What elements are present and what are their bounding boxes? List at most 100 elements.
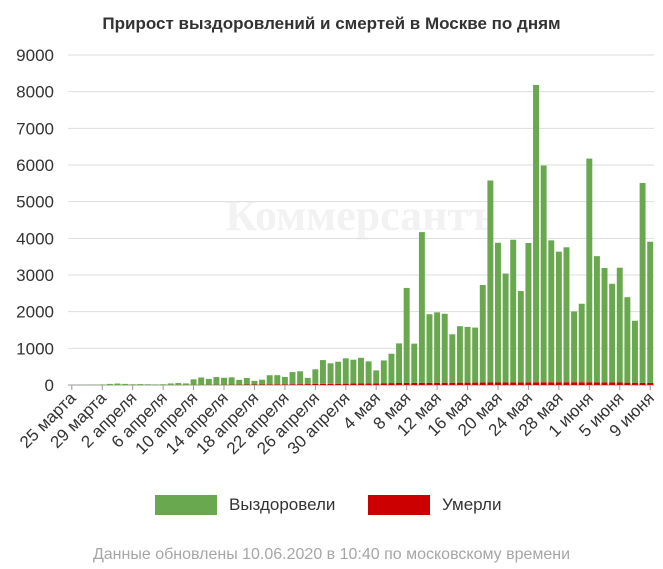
bar-recovered[interactable] <box>510 239 517 383</box>
bar-deaths[interactable] <box>593 382 600 385</box>
bar-recovered[interactable] <box>396 343 403 383</box>
bar-deaths[interactable] <box>456 382 463 385</box>
bar-recovered[interactable] <box>152 384 159 385</box>
bar-deaths[interactable] <box>624 382 631 385</box>
bar-recovered[interactable] <box>281 376 288 385</box>
bar-recovered[interactable] <box>160 384 167 385</box>
bar-recovered[interactable] <box>456 326 463 383</box>
bar-recovered[interactable] <box>403 287 410 383</box>
bar-recovered[interactable] <box>563 247 570 383</box>
bar-recovered[interactable] <box>616 267 623 383</box>
bar-recovered[interactable] <box>525 242 532 383</box>
bar-deaths[interactable] <box>601 382 608 385</box>
bar-recovered[interactable] <box>342 358 349 384</box>
bar-deaths[interactable] <box>548 382 555 385</box>
bar-deaths[interactable] <box>479 382 486 385</box>
bar-deaths[interactable] <box>616 382 623 385</box>
bar-deaths[interactable] <box>259 384 266 385</box>
bar-recovered[interactable] <box>426 314 433 383</box>
bar-recovered[interactable] <box>479 285 486 383</box>
legend-item-recovered[interactable]: Выздоровели <box>155 492 335 518</box>
bar-recovered[interactable] <box>624 297 631 383</box>
bar-deaths[interactable] <box>647 382 654 385</box>
bar-deaths[interactable] <box>639 382 646 385</box>
bar-deaths[interactable] <box>578 382 585 385</box>
bar-recovered[interactable] <box>601 267 608 383</box>
bar-deaths[interactable] <box>563 382 570 385</box>
bar-recovered[interactable] <box>350 359 357 384</box>
bar-deaths[interactable] <box>464 382 471 385</box>
bar-deaths[interactable] <box>411 382 418 385</box>
bar-deaths[interactable] <box>502 382 509 385</box>
bar-deaths[interactable] <box>380 383 387 385</box>
bar-deaths[interactable] <box>304 384 311 385</box>
bar-recovered[interactable] <box>533 84 540 383</box>
bar-recovered[interactable] <box>495 242 501 383</box>
bar-deaths[interactable] <box>449 382 456 385</box>
bar-recovered[interactable] <box>106 383 113 385</box>
bar-recovered[interactable] <box>418 232 425 383</box>
bar-deaths[interactable] <box>426 382 433 385</box>
bar-deaths[interactable] <box>525 382 532 385</box>
bar-deaths[interactable] <box>510 382 517 385</box>
bar-deaths[interactable] <box>472 382 479 385</box>
bar-recovered[interactable] <box>571 311 578 383</box>
bar-recovered[interactable] <box>236 379 243 385</box>
bar-deaths[interactable] <box>632 382 638 385</box>
bar-deaths[interactable] <box>342 383 349 385</box>
bar-recovered[interactable] <box>327 363 334 384</box>
bar-recovered[interactable] <box>122 383 129 385</box>
bar-recovered[interactable] <box>175 383 182 385</box>
bar-recovered[interactable] <box>586 158 593 383</box>
bar-recovered[interactable] <box>259 379 266 385</box>
legend-item-deaths[interactable]: Умерли <box>368 492 501 518</box>
bar-recovered[interactable] <box>449 334 456 383</box>
bar-recovered[interactable] <box>289 372 296 385</box>
bar-recovered[interactable] <box>221 377 227 385</box>
bar-recovered[interactable] <box>99 384 106 385</box>
bar-recovered[interactable] <box>609 283 616 383</box>
bar-recovered[interactable] <box>578 303 585 383</box>
bar-recovered[interactable] <box>639 182 646 383</box>
bar-recovered[interactable] <box>434 312 441 383</box>
bar-recovered[interactable] <box>114 383 121 385</box>
bar-deaths[interactable] <box>297 384 304 385</box>
bar-deaths[interactable] <box>396 382 403 385</box>
bar-deaths[interactable] <box>327 383 334 385</box>
bar-recovered[interactable] <box>304 377 311 385</box>
bar-deaths[interactable] <box>441 382 448 385</box>
bar-deaths[interactable] <box>388 383 395 385</box>
bar-recovered[interactable] <box>487 180 494 383</box>
bar-recovered[interactable] <box>319 360 326 384</box>
bar-recovered[interactable] <box>137 384 144 385</box>
bar-recovered[interactable] <box>129 384 136 385</box>
bar-deaths[interactable] <box>555 382 562 385</box>
bar-recovered[interactable] <box>517 291 524 383</box>
bar-recovered[interactable] <box>251 380 258 385</box>
bar-deaths[interactable] <box>571 382 578 385</box>
bar-deaths[interactable] <box>358 383 364 385</box>
bar-recovered[interactable] <box>411 343 418 383</box>
bar-recovered[interactable] <box>190 379 197 385</box>
bar-recovered[interactable] <box>335 361 342 384</box>
bar-recovered[interactable] <box>464 326 471 383</box>
bar-deaths[interactable] <box>365 383 372 385</box>
bar-recovered[interactable] <box>182 383 189 385</box>
bar-recovered[interactable] <box>548 240 555 383</box>
bar-recovered[interactable] <box>632 320 638 383</box>
bar-recovered[interactable] <box>205 378 212 385</box>
bar-recovered[interactable] <box>593 256 600 383</box>
bar-deaths[interactable] <box>517 382 524 385</box>
bar-recovered[interactable] <box>365 361 372 384</box>
bar-deaths[interactable] <box>609 382 616 385</box>
bar-deaths[interactable] <box>281 384 288 385</box>
bar-deaths[interactable] <box>335 383 342 385</box>
bar-recovered[interactable] <box>213 377 220 385</box>
bar-recovered[interactable] <box>266 375 273 385</box>
bar-deaths[interactable] <box>533 382 540 385</box>
bar-recovered[interactable] <box>312 369 319 384</box>
bar-deaths[interactable] <box>487 382 494 385</box>
bar-deaths[interactable] <box>266 384 273 385</box>
bar-deaths[interactable] <box>403 382 410 385</box>
bar-recovered[interactable] <box>555 251 562 383</box>
